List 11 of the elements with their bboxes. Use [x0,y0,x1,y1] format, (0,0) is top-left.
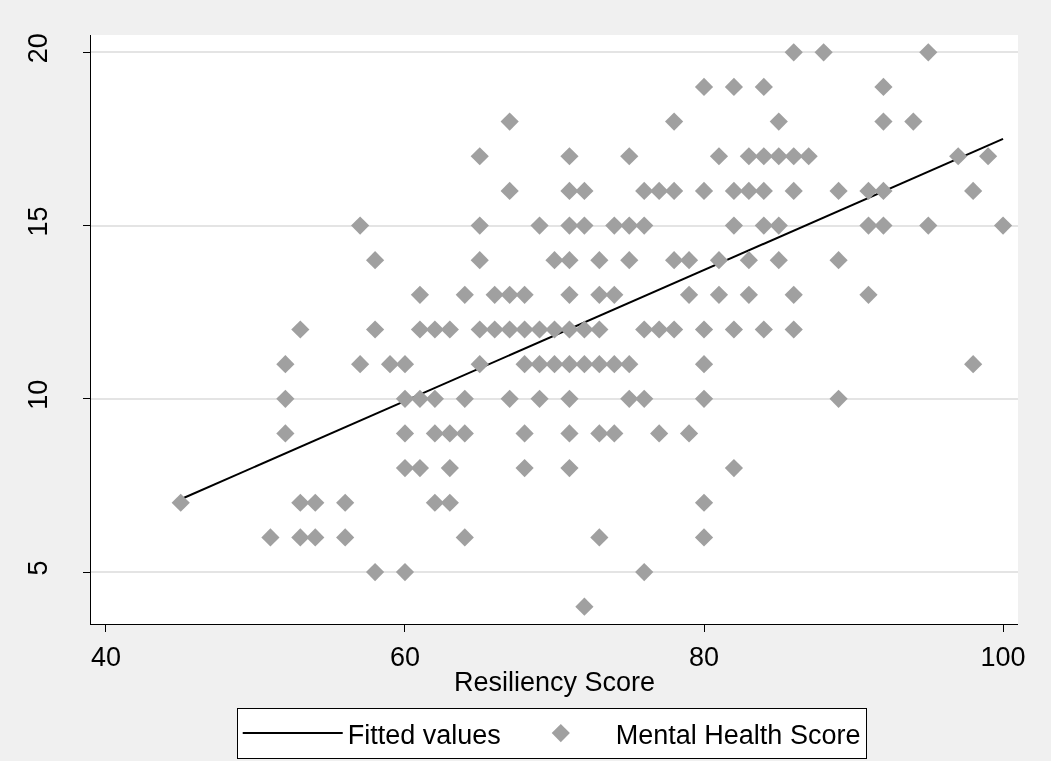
legend-label: Mental Health Score [615,719,861,750]
y-tick-label: 5 [23,560,54,576]
x-tick-label: 40 [90,642,121,673]
y-tick-label: 20 [23,33,54,64]
y-tick-label: 10 [23,379,54,410]
y-tick-label: 15 [23,206,54,237]
x-axis-title: Resiliency Score [453,666,656,697]
legend-label: Fitted values [347,719,501,750]
x-tick-label: 60 [389,642,420,673]
x-tick-label: 80 [689,642,720,673]
x-tick-label: 100 [980,642,1026,673]
